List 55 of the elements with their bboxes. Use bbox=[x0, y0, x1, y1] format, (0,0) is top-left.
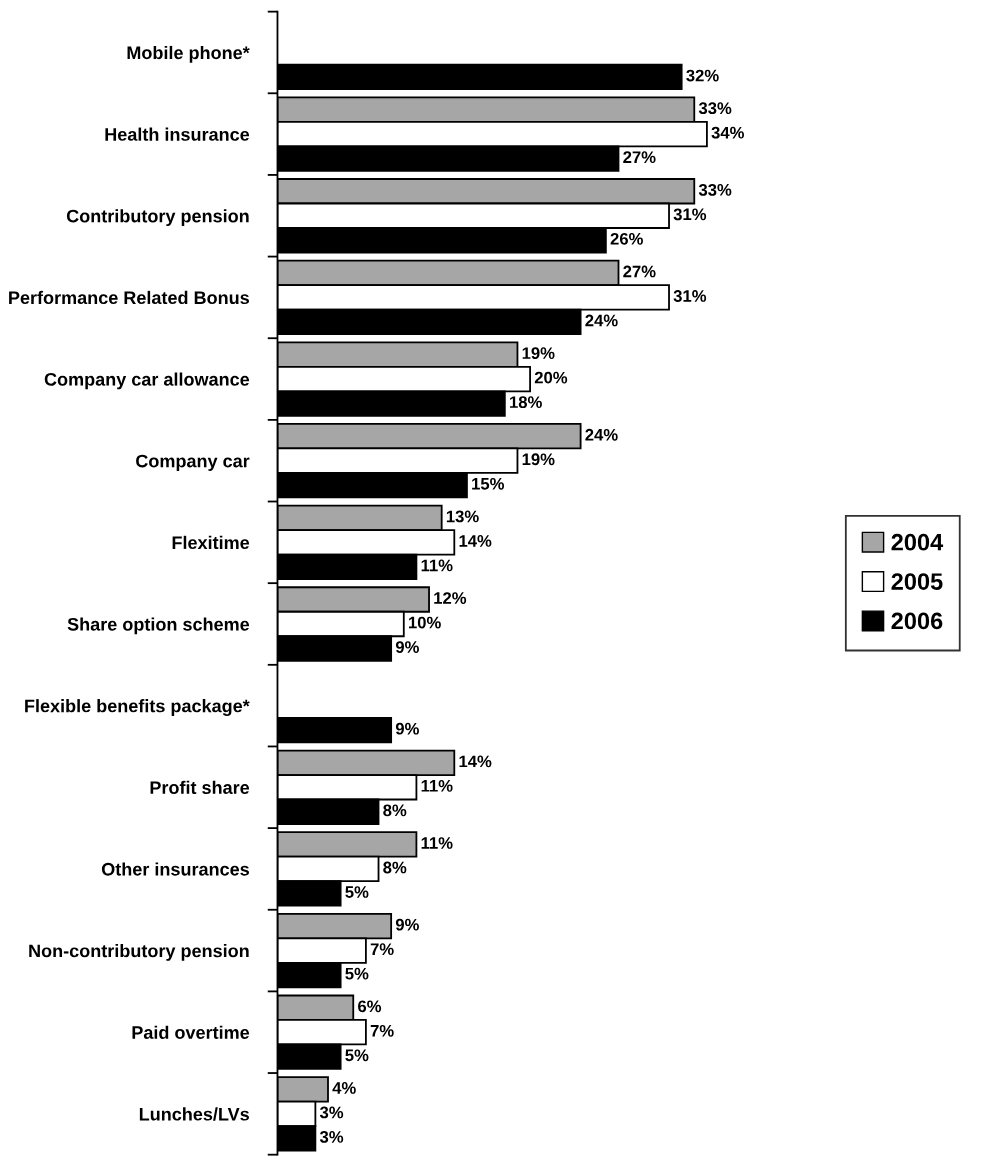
data-label: 31% bbox=[673, 290, 707, 302]
data-label: 19% bbox=[522, 347, 555, 360]
y-tick-label: Company car bbox=[136, 454, 250, 471]
y-tick-label: Flexitime bbox=[172, 535, 250, 550]
data-label: 27% bbox=[623, 151, 656, 164]
data-label: 19% bbox=[522, 453, 555, 466]
data-label: 14% bbox=[459, 535, 492, 547]
data-label: 24% bbox=[585, 314, 618, 327]
data-label: 33% bbox=[698, 102, 732, 115]
data-label: 27% bbox=[623, 265, 656, 278]
data-label: 11% bbox=[421, 837, 453, 849]
y-tick-label: Contributory pension bbox=[66, 209, 249, 227]
data-label: 33% bbox=[698, 183, 732, 196]
y-tick-label: Company car allowance bbox=[44, 372, 250, 390]
data-label: 8% bbox=[383, 861, 407, 874]
y-tick-label: Performance Related Bonus bbox=[9, 290, 249, 305]
data-label: 9% bbox=[395, 641, 419, 653]
data-label: 3% bbox=[319, 1131, 344, 1143]
data-label: 13% bbox=[446, 510, 479, 523]
data-label: 32% bbox=[686, 69, 719, 82]
data-label: 10% bbox=[409, 616, 441, 629]
data-label: 18% bbox=[510, 396, 542, 409]
data-label: 8% bbox=[383, 804, 407, 817]
data-label: 34% bbox=[711, 126, 744, 139]
y-tick-label: Health insurance bbox=[105, 127, 250, 141]
data-label: 5% bbox=[345, 1049, 369, 1062]
data-label: 24% bbox=[585, 428, 618, 441]
y-tick-label: Lunches/LVs bbox=[139, 1107, 249, 1121]
data-label: 7% bbox=[370, 943, 394, 956]
data-label: 12% bbox=[434, 592, 467, 604]
y-tick-label: Flexible benefits package* bbox=[25, 699, 250, 716]
data-label: 9% bbox=[395, 722, 419, 735]
y-tick-label: Non-contributory pension bbox=[29, 944, 249, 961]
data-label: 20% bbox=[534, 371, 568, 384]
data-label: 31% bbox=[673, 208, 707, 221]
data-label: 14% bbox=[459, 755, 492, 768]
data-label: 7% bbox=[370, 1024, 394, 1037]
y-tick-label: Paid overtime bbox=[132, 1025, 250, 1039]
data-label: 5% bbox=[345, 967, 369, 980]
data-label: 15% bbox=[472, 477, 505, 490]
data-label: 9% bbox=[395, 918, 419, 931]
data-label: 6% bbox=[358, 1000, 382, 1013]
legend-label: 2005 bbox=[891, 573, 943, 590]
data-label: 26% bbox=[610, 232, 643, 245]
legend-label: 2004 bbox=[891, 533, 944, 551]
y-tick-label: Mobile phone* bbox=[127, 45, 250, 63]
data-label: 3% bbox=[319, 1106, 344, 1119]
data-label: 11% bbox=[421, 559, 453, 572]
data-label: 11% bbox=[421, 779, 453, 792]
y-tick-label: Other insurances bbox=[101, 862, 249, 876]
y-tick-label: Share option scheme bbox=[67, 617, 250, 635]
data-label: 5% bbox=[345, 886, 369, 898]
data-label: 4% bbox=[332, 1082, 356, 1094]
legend-label: 2006 bbox=[891, 612, 943, 630]
y-tick-label: Profit share bbox=[150, 780, 250, 794]
